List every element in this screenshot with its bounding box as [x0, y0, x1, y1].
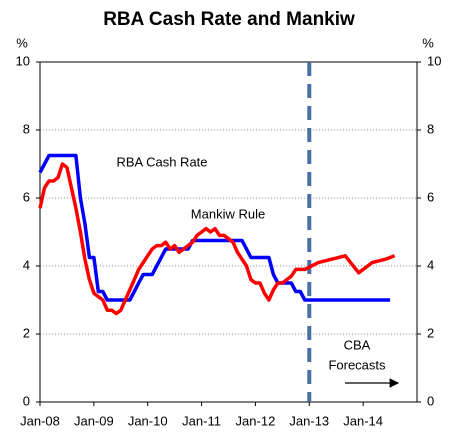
- series-label: RBA Cash Rate: [116, 154, 207, 169]
- series-label: Mankiw Rule: [191, 206, 265, 221]
- chart-title: RBA Cash Rate and Mankiw: [103, 9, 355, 30]
- y2-tick-label: 0: [427, 393, 434, 408]
- y-tick-label: 0: [23, 393, 30, 408]
- forecast-label: Forecasts: [328, 357, 386, 372]
- plot-frame: [39, 61, 418, 403]
- y2-tick-label: 4: [427, 257, 434, 272]
- x-tick-label: Jan-10: [128, 413, 168, 428]
- y-tick-label: 8: [23, 121, 30, 136]
- series-line: [38, 162, 396, 316]
- forecast-label: CBA: [344, 337, 371, 352]
- y-tick-label: 10: [16, 53, 30, 68]
- y-tick-label: 6: [23, 189, 30, 204]
- x-tick-label: Jan-08: [20, 413, 60, 428]
- x-tick-label: Jan-12: [236, 413, 276, 428]
- x-tick-label: Jan-09: [74, 413, 114, 428]
- x-tick-label: Jan-13: [289, 413, 329, 428]
- y2-tick-label: 10: [427, 53, 441, 68]
- y-tick-label: 4: [23, 257, 30, 272]
- x-tick-label: Jan-11: [182, 413, 221, 428]
- y2-tick-label: 2: [427, 325, 434, 340]
- y-unit: %: [16, 35, 28, 50]
- y2-unit: %: [422, 35, 434, 50]
- x-tick-label: Jan-14: [343, 413, 383, 428]
- y2-tick-label: 8: [427, 121, 434, 136]
- y2-tick-label: 6: [427, 189, 434, 204]
- y-tick-label: 2: [23, 325, 30, 340]
